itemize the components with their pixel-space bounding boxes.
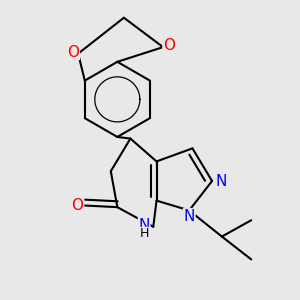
Text: H: H	[140, 227, 149, 240]
Text: N: N	[184, 209, 195, 224]
Text: O: O	[71, 198, 83, 213]
Text: N: N	[138, 218, 150, 232]
Text: O: O	[67, 44, 79, 59]
Text: N: N	[215, 173, 227, 188]
Text: O: O	[163, 38, 175, 53]
